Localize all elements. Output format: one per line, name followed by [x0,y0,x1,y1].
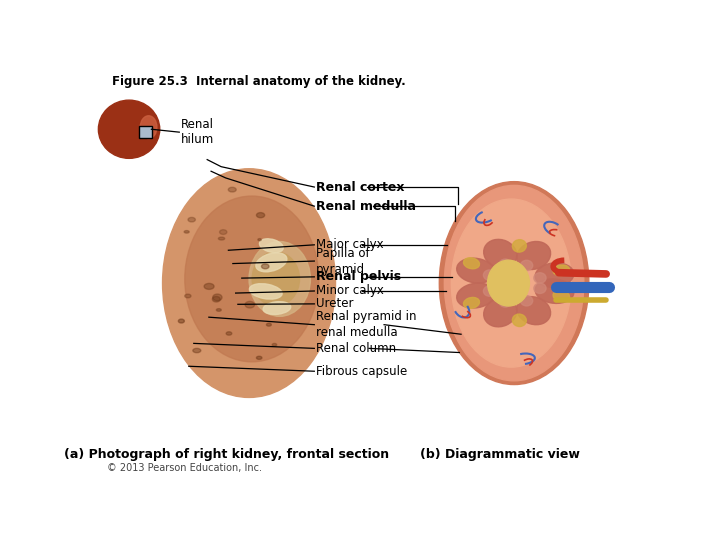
Ellipse shape [217,309,221,311]
Ellipse shape [259,239,283,253]
Ellipse shape [487,260,529,306]
Ellipse shape [513,314,526,327]
Ellipse shape [456,258,495,283]
Ellipse shape [193,348,201,353]
Ellipse shape [220,230,227,234]
Ellipse shape [256,213,265,218]
Ellipse shape [226,332,232,335]
Ellipse shape [263,302,291,314]
Ellipse shape [185,294,191,298]
Ellipse shape [513,240,526,252]
Ellipse shape [272,343,276,346]
Text: Renal medulla: Renal medulla [316,200,416,213]
Text: Minor calyx: Minor calyx [316,285,384,298]
Text: Figure 25.3  Internal anatomy of the kidney.: Figure 25.3 Internal anatomy of the kidn… [112,75,406,88]
Ellipse shape [451,199,571,367]
Ellipse shape [444,185,584,381]
Ellipse shape [256,356,262,360]
Ellipse shape [499,297,511,307]
Ellipse shape [553,291,570,301]
Ellipse shape [188,218,195,222]
Ellipse shape [140,116,157,139]
Ellipse shape [179,319,184,323]
Ellipse shape [517,296,551,325]
Ellipse shape [249,241,310,316]
Ellipse shape [439,181,589,384]
Ellipse shape [534,283,546,293]
Ellipse shape [252,252,300,306]
Ellipse shape [535,263,574,287]
Ellipse shape [521,260,533,271]
Ellipse shape [245,301,255,308]
Bar [96,96,168,163]
Ellipse shape [499,259,511,269]
Ellipse shape [204,284,214,289]
Ellipse shape [464,258,480,269]
Ellipse shape [99,100,160,158]
Ellipse shape [484,239,517,268]
Text: Ureter: Ureter [316,298,354,310]
Text: Papilla of
pyramid: Papilla of pyramid [316,247,369,275]
Ellipse shape [258,239,261,241]
Text: (b) Diagrammatic view: (b) Diagrammatic view [420,448,580,461]
Ellipse shape [212,296,220,302]
Ellipse shape [163,168,336,397]
Ellipse shape [218,237,225,240]
Text: © 2013 Pearson Education, Inc.: © 2013 Pearson Education, Inc. [107,463,262,473]
Ellipse shape [266,323,271,326]
Text: Renal cortex: Renal cortex [316,180,405,193]
Text: Renal
hilum: Renal hilum [181,118,215,146]
Ellipse shape [484,298,517,327]
Ellipse shape [464,298,480,308]
Ellipse shape [212,294,222,301]
Text: (a) Photograph of right kidney, frontal section: (a) Photograph of right kidney, frontal … [64,448,390,461]
Ellipse shape [517,241,551,269]
Text: Fibrous capsule: Fibrous capsule [316,364,408,378]
Ellipse shape [483,286,495,296]
Text: Renal pyramid in
renal medulla: Renal pyramid in renal medulla [316,310,416,339]
Ellipse shape [534,273,546,283]
Text: Renal column: Renal column [316,342,396,355]
FancyBboxPatch shape [139,125,153,138]
Ellipse shape [185,196,319,362]
Ellipse shape [456,283,495,308]
Ellipse shape [228,187,236,192]
Ellipse shape [184,231,189,233]
Text: Renal pelvis: Renal pelvis [316,271,401,284]
Ellipse shape [261,264,269,269]
Text: Major calyx: Major calyx [316,238,384,251]
Ellipse shape [249,284,282,299]
Ellipse shape [535,279,574,303]
Ellipse shape [256,253,287,272]
Ellipse shape [553,265,570,275]
Ellipse shape [483,270,495,280]
Ellipse shape [521,295,533,306]
